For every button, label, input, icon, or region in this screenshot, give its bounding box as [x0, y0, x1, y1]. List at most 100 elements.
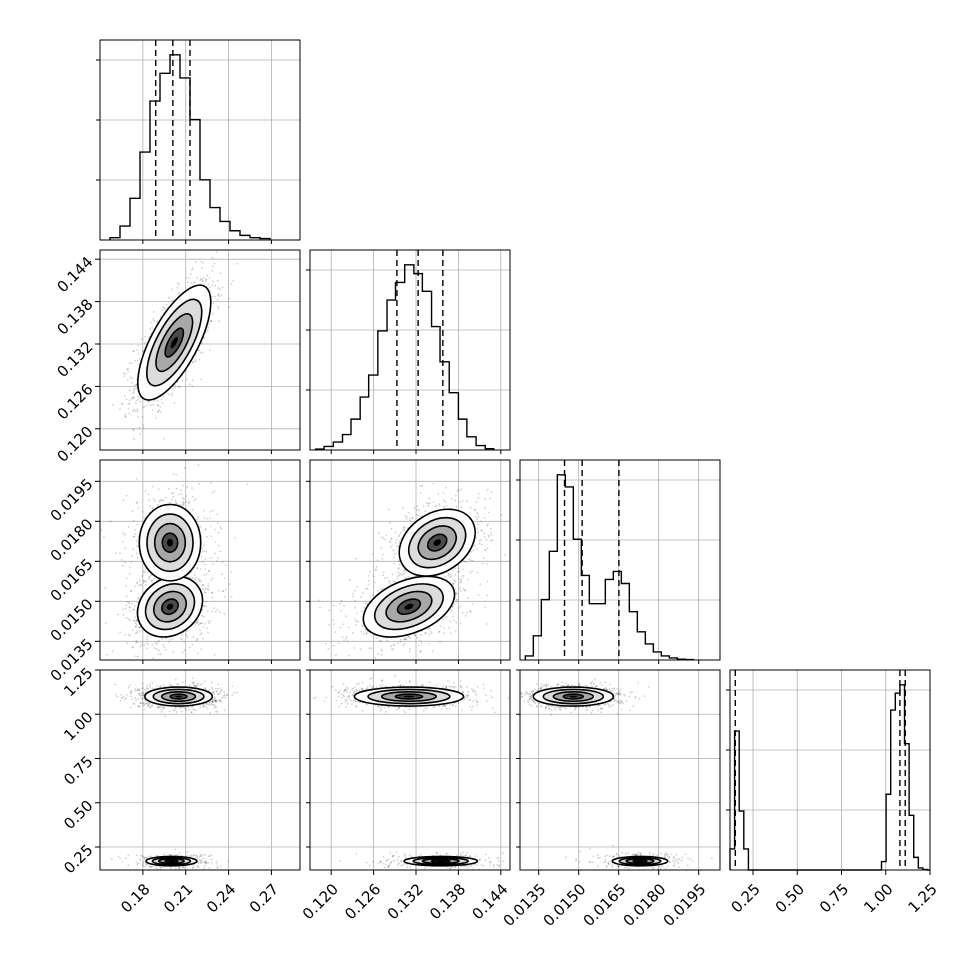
sample-point	[328, 609, 331, 612]
sample-point	[467, 558, 470, 561]
sample-point	[388, 521, 391, 524]
sample-point	[127, 367, 129, 370]
sample-point	[141, 350, 144, 352]
contour-line	[398, 508, 476, 577]
sample-point	[477, 515, 480, 518]
histogram-panel-0	[96, 39, 301, 241]
sample-point	[105, 653, 108, 656]
sample-point	[201, 550, 204, 553]
sample-point	[153, 499, 156, 502]
contour-line	[373, 583, 444, 631]
sample-point	[400, 531, 402, 534]
sample-point	[209, 510, 212, 513]
sample-point	[127, 686, 130, 689]
sample-point	[517, 512, 519, 514]
sample-point	[170, 498, 173, 501]
sample-point	[403, 573, 406, 575]
sample-point	[422, 505, 425, 508]
sample-point	[402, 572, 404, 574]
sample-point	[198, 578, 201, 581]
sample-point	[124, 413, 127, 416]
sample-point	[185, 709, 188, 712]
sample-point	[398, 533, 401, 536]
sample-point	[466, 597, 469, 600]
sample-point	[459, 605, 462, 608]
sample-point	[132, 391, 135, 393]
sample-point	[486, 594, 488, 597]
sample-point	[416, 637, 418, 639]
sample-point	[215, 710, 218, 713]
sample-point	[161, 638, 164, 640]
contour-line	[362, 575, 456, 638]
sample-point	[151, 507, 154, 509]
sample-point	[140, 644, 143, 646]
sample-point	[379, 639, 381, 642]
sample-point	[409, 519, 411, 522]
contour-line	[144, 583, 196, 631]
sample-point	[175, 487, 178, 490]
sample-point	[203, 616, 205, 618]
sample-point	[434, 505, 437, 508]
sample-point	[407, 575, 410, 578]
sample-point	[380, 536, 383, 539]
sample-point	[137, 395, 140, 398]
sample-point	[218, 589, 221, 592]
sample-point	[119, 552, 121, 554]
sample-point	[167, 641, 170, 643]
sample-point	[480, 520, 483, 523]
sample-point	[416, 513, 419, 516]
sample-point	[138, 426, 141, 429]
sample-point	[204, 568, 207, 571]
sample-point	[456, 570, 459, 573]
sample-point	[160, 711, 163, 713]
sample-point	[424, 510, 427, 512]
sample-point	[216, 279, 219, 282]
sample-point	[131, 603, 133, 605]
sample-point	[419, 650, 421, 653]
sample-point	[129, 706, 132, 709]
sample-point	[182, 501, 185, 503]
sample-point	[485, 538, 488, 541]
sample-point	[462, 574, 465, 577]
sample-point	[419, 639, 422, 642]
sample-point	[414, 634, 416, 636]
sample-point	[143, 405, 146, 408]
sample-point	[353, 647, 356, 649]
sample-point	[395, 538, 398, 541]
sample-point	[200, 378, 203, 381]
sample-point	[451, 605, 454, 608]
sample-point	[407, 635, 410, 638]
sample-point	[185, 633, 188, 636]
sample-point	[134, 619, 137, 621]
sample-point	[397, 642, 399, 645]
sample-point	[469, 611, 472, 613]
sample-point	[448, 626, 450, 629]
sample-point	[207, 620, 210, 623]
sample-point	[361, 624, 363, 627]
sample-point	[414, 667, 416, 669]
sample-point	[381, 557, 384, 560]
sample-point	[377, 589, 379, 592]
sample-point	[158, 409, 161, 411]
sample-point	[390, 545, 393, 548]
sample-point	[155, 648, 158, 650]
sample-point	[142, 582, 145, 584]
scatter-panel-3-0	[99, 669, 301, 871]
sample-point	[417, 509, 420, 512]
sample-point	[142, 692, 145, 694]
sample-point	[207, 585, 210, 588]
sample-point	[205, 550, 208, 553]
sample-point	[181, 379, 184, 382]
sample-point	[197, 464, 200, 466]
sample-point	[195, 621, 198, 624]
sample-point	[143, 708, 146, 711]
sample-point	[120, 696, 123, 699]
sample-point	[141, 510, 144, 513]
sample-point	[203, 550, 206, 552]
sample-point	[366, 603, 368, 605]
sample-point	[394, 580, 397, 583]
sample-point	[121, 565, 124, 567]
sample-point	[454, 630, 457, 632]
sample-point	[213, 528, 216, 531]
sample-point	[362, 625, 365, 628]
